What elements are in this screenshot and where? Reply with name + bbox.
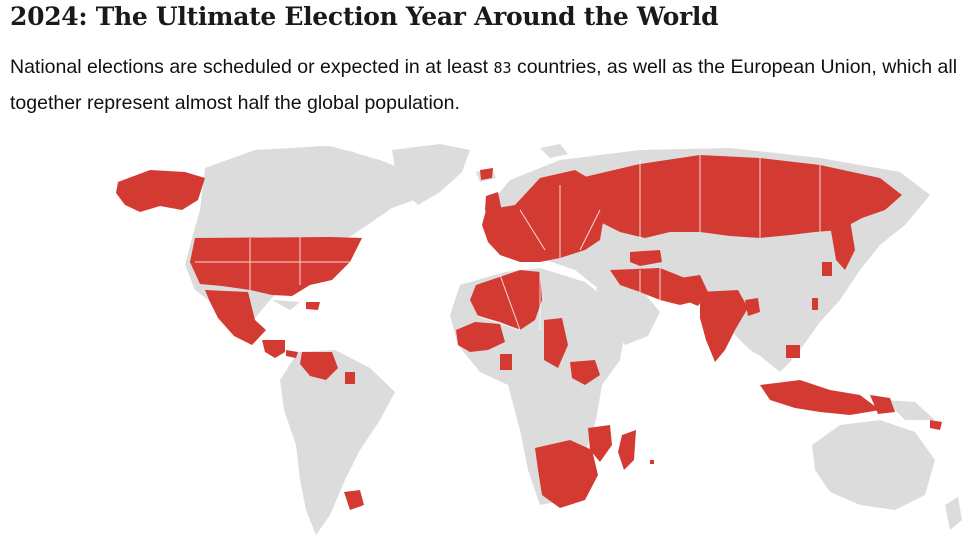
country-count: 83 xyxy=(493,59,512,77)
country-borders xyxy=(195,155,821,331)
election-central-america xyxy=(262,340,285,358)
election-dominican-republic xyxy=(306,302,320,310)
subtitle-text-end: countries, as well as the European Union… xyxy=(10,56,958,114)
land-new-guinea xyxy=(885,400,935,420)
election-venezuela xyxy=(300,352,338,380)
election-iceland xyxy=(480,168,493,180)
border-line xyxy=(519,155,821,258)
subtitle-text-start: National elections are scheduled or expe… xyxy=(10,56,494,78)
world-map xyxy=(116,144,962,535)
land-australia xyxy=(812,420,935,510)
border-line xyxy=(195,237,362,290)
election-alaska xyxy=(116,170,205,212)
election-south-sudan xyxy=(570,360,600,385)
election-north-africa xyxy=(470,270,542,330)
election-russia-east xyxy=(830,220,855,270)
election-middle-east xyxy=(610,268,700,305)
election-suriname xyxy=(345,372,355,384)
election-chad xyxy=(544,318,568,368)
election-indonesia xyxy=(760,380,880,415)
election-south-korea xyxy=(822,262,832,276)
land-south-america xyxy=(280,350,395,535)
election-southern-africa xyxy=(535,440,598,508)
border-line xyxy=(477,272,541,331)
election-india xyxy=(700,290,748,362)
election-mauritius xyxy=(650,460,654,464)
election-solomon-islands xyxy=(930,420,942,430)
election-madagascar xyxy=(618,430,636,470)
election-west-africa xyxy=(456,322,505,352)
election-uk-ireland xyxy=(485,192,502,220)
land-greenland xyxy=(392,144,470,205)
election-mozambique-region xyxy=(588,425,612,462)
election-usa xyxy=(190,237,362,296)
election-taiwan xyxy=(812,298,818,310)
election-uruguay xyxy=(344,490,364,510)
election-papua xyxy=(870,395,895,414)
subtitle: National elections are scheduled or expe… xyxy=(10,50,965,121)
election-countries xyxy=(116,155,942,510)
land-svalbard xyxy=(540,144,568,158)
land-arabia xyxy=(596,288,660,345)
election-cambodia xyxy=(786,345,800,358)
election-bangladesh xyxy=(745,298,760,316)
border-line xyxy=(639,268,661,300)
land-cuba xyxy=(272,300,300,310)
land-canadian-islands xyxy=(270,146,355,180)
election-mexico xyxy=(205,290,266,345)
election-europe xyxy=(482,170,605,262)
page-title: 2024: The Ultimate Election Year Around … xyxy=(10,2,719,31)
election-panama xyxy=(286,350,298,358)
land-new-zealand xyxy=(945,497,962,530)
land-southeast-asia xyxy=(740,322,792,372)
election-ghana-togo xyxy=(500,354,512,370)
election-georgia-azerbaijan xyxy=(630,250,662,266)
election-russia xyxy=(578,155,902,238)
